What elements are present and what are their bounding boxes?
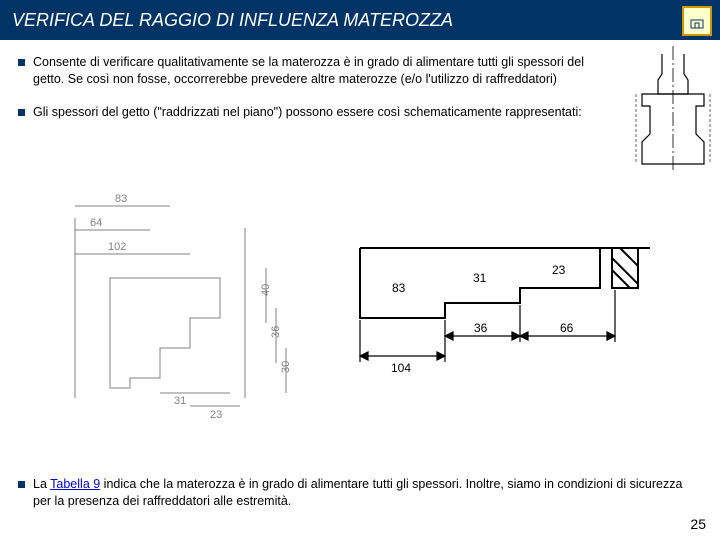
dim-64: 64 <box>90 217 102 229</box>
dim-83: 83 <box>392 281 406 295</box>
dim-102: 102 <box>108 241 126 253</box>
cross-section-figure <box>632 44 714 174</box>
bullet-square-icon <box>18 481 25 488</box>
dim-36-gray: 36 <box>270 326 282 338</box>
bullet-3-pre: La <box>33 477 50 491</box>
bullet-3: La Tabella 9 indica che la materozza è i… <box>18 476 688 510</box>
dim-104: 104 <box>391 361 411 375</box>
bullet-2: Gli spessori del getto ("raddrizzati nel… <box>18 104 702 121</box>
title-bar: VERIFICA DEL RAGGIO DI INFLUENZA MATEROZ… <box>0 0 720 40</box>
bullet-1-text: Consente di verificare qualitativamente … <box>33 54 702 88</box>
page-title: VERIFICA DEL RAGGIO DI INFLUENZA MATEROZ… <box>12 10 453 31</box>
content-area: Consente di verificare qualitativamente … <box>0 40 720 121</box>
bullet-3-text: La Tabella 9 indica che la materozza è i… <box>33 476 688 510</box>
dim-83-gray: 83 <box>115 193 127 205</box>
bullet-1: Consente di verificare qualitativamente … <box>18 54 702 88</box>
dim-36: 36 <box>474 321 488 335</box>
dim-31: 31 <box>473 271 487 285</box>
dim-30: 30 <box>280 361 292 373</box>
diagrams-area: 83 64 102 23 40 36 30 31 <box>60 188 660 428</box>
bullet-2-text: Gli spessori del getto ("raddrizzati nel… <box>33 104 702 121</box>
dim-40: 40 <box>260 284 272 296</box>
page-number: 25 <box>690 516 706 532</box>
bullet-square-icon <box>18 109 25 116</box>
dim-31-gray: 31 <box>174 395 186 407</box>
bullet-3-post: indica che la materozza è in grado di al… <box>33 477 682 508</box>
bullet-square-icon <box>18 59 25 66</box>
home-icon[interactable] <box>682 6 712 36</box>
dim-23: 23 <box>552 263 566 277</box>
dim-66: 66 <box>560 321 574 335</box>
dim-23-gray: 23 <box>210 409 222 421</box>
tabella-9-link[interactable]: Tabella 9 <box>50 477 100 491</box>
